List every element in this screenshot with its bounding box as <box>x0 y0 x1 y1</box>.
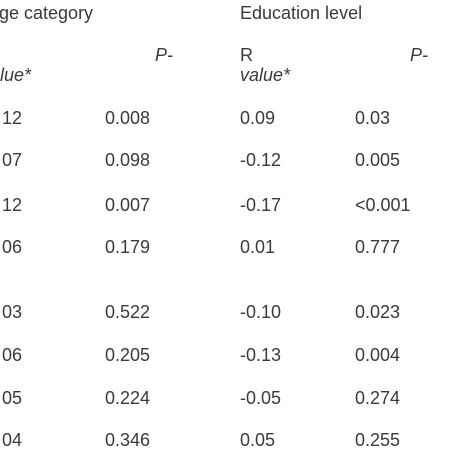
table-cell: 0.522 <box>105 302 151 322</box>
table-cell: 05 <box>2 388 23 408</box>
table-cell: 04 <box>2 430 23 450</box>
table-cell: 0.346 <box>105 430 151 450</box>
column-header: R <box>240 45 253 65</box>
table-cell: 0.179 <box>105 237 151 257</box>
table-cell: 0.005 <box>355 150 401 170</box>
table-cell: 0.05 <box>240 430 276 450</box>
table-cell: 0.023 <box>355 302 401 322</box>
table-cell: 0.01 <box>240 237 276 257</box>
table-cell: -0.13 <box>240 345 282 365</box>
table-cell: 0.098 <box>105 150 151 170</box>
table-cell: 0.274 <box>355 388 401 408</box>
table-cell: 0.004 <box>355 345 401 365</box>
table-cell: 0.008 <box>105 108 151 128</box>
table-cell: 03 <box>2 302 23 322</box>
table-cell: 12 <box>2 195 23 215</box>
table-cell: -0.05 <box>240 388 282 408</box>
column-header: P- <box>155 45 173 65</box>
table-cell: 0.255 <box>355 430 401 450</box>
table-cell: 12 <box>2 108 23 128</box>
column-header: P- <box>410 45 428 65</box>
column-header: value* <box>240 65 291 85</box>
table-cell: 06 <box>2 345 23 365</box>
table-cell: 0.777 <box>355 237 401 257</box>
table-cell: 0.224 <box>105 388 151 408</box>
group-header: ge category <box>0 3 94 23</box>
table-cell: 0.205 <box>105 345 151 365</box>
table-cell: 07 <box>2 150 23 170</box>
table-cell: -0.17 <box>240 195 282 215</box>
column-header: lue* <box>0 65 32 85</box>
table-cell: 0.007 <box>105 195 151 215</box>
table-cell: 06 <box>2 237 23 257</box>
table-cell: 0.09 <box>240 108 276 128</box>
group-header: Education level <box>240 3 363 23</box>
table-cell: <0.001 <box>355 195 411 215</box>
table-cell: -0.12 <box>240 150 282 170</box>
table-cell: 0.03 <box>355 108 391 128</box>
table-cell: -0.10 <box>240 302 282 322</box>
